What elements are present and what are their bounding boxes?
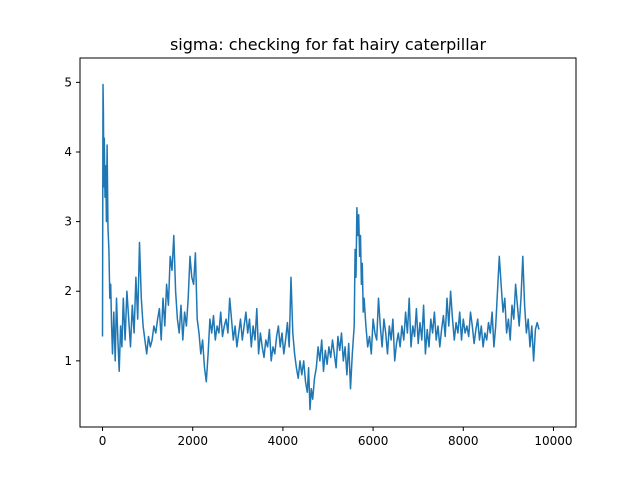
axes-frame <box>79 57 577 428</box>
plot-area <box>79 57 577 428</box>
x-tick-label: 8000 <box>448 434 479 448</box>
x-tick-label: 0 <box>99 434 107 448</box>
x-tick-label: 10000 <box>534 434 572 448</box>
y-tick-label: 3 <box>64 215 72 229</box>
y-axis: 1 2 3 4 5 <box>64 75 80 368</box>
y-tick-label: 5 <box>64 75 72 89</box>
y-tick-label: 4 <box>64 145 72 159</box>
y-tick-label: 1 <box>64 354 72 368</box>
chart-title: sigma: checking for fat hairy caterpilla… <box>170 35 486 54</box>
x-axis: 0 2000 4000 6000 8000 10000 <box>99 427 573 448</box>
series-layer <box>101 83 540 411</box>
x-tick-label: 2000 <box>177 434 208 448</box>
y-tick-label: 2 <box>64 284 72 298</box>
x-tick-label: 6000 <box>358 434 389 448</box>
series-line-sigma <box>101 83 540 411</box>
x-tick-label: 4000 <box>268 434 299 448</box>
